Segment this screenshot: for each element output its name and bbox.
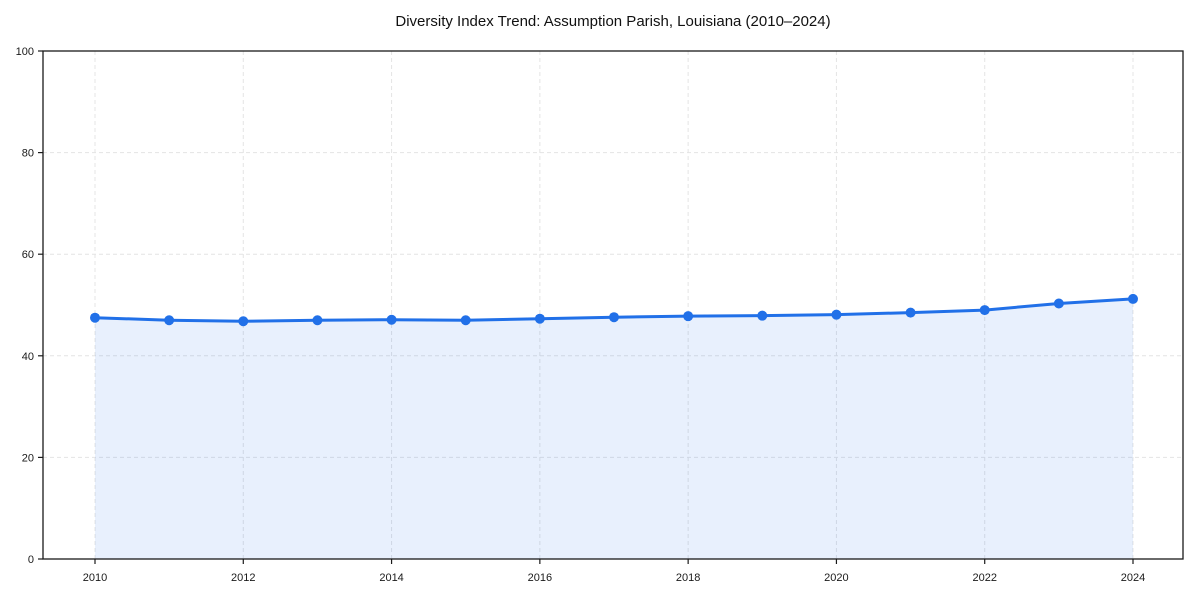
- y-tick-label: 60: [22, 249, 34, 261]
- y-tick-label: 20: [22, 452, 34, 464]
- chart-title: Diversity Index Trend: Assumption Parish…: [395, 13, 831, 30]
- data-point-2010: [90, 312, 100, 323]
- data-point-2020: [831, 309, 842, 320]
- data-point-2016: [534, 313, 545, 324]
- x-tick-label: 2012: [231, 572, 255, 584]
- x-tick-label: 2024: [1121, 572, 1145, 584]
- data-point-2019: [757, 310, 768, 321]
- data-point-2023: [1053, 298, 1064, 309]
- data-point-2022: [979, 305, 990, 316]
- y-tick-label: 0: [28, 554, 34, 566]
- x-tick-label: 2014: [379, 572, 403, 584]
- data-point-2012: [238, 316, 249, 327]
- data-point-2017: [609, 312, 619, 323]
- x-tick-label: 2020: [824, 572, 848, 584]
- data-point-2018: [683, 311, 694, 322]
- x-tick-label: 2016: [528, 572, 552, 584]
- y-tick-label: 80: [22, 148, 34, 160]
- data-point-2014: [386, 314, 397, 325]
- area-fill: [95, 298, 1133, 559]
- y-tick-label: 100: [16, 46, 34, 58]
- data-point-2011: [164, 315, 175, 326]
- x-tick-label: 2022: [972, 572, 996, 584]
- x-tick-label: 2010: [83, 572, 107, 584]
- data-point-2024: [1128, 293, 1138, 304]
- data-point-2021: [905, 307, 916, 318]
- data-point-2015: [460, 315, 471, 326]
- y-tick-label: 40: [22, 351, 34, 363]
- data-point-2013: [312, 315, 323, 326]
- x-tick-label: 2018: [676, 572, 700, 584]
- axis-box: [42, 50, 1184, 560]
